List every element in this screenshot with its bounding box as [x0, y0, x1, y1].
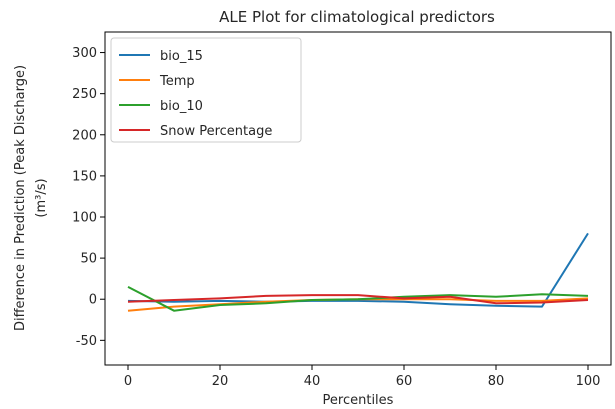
x-axis-label: Percentiles — [323, 393, 394, 408]
y-axis: -50 0 50 100 150 200 250 300 — [72, 46, 105, 349]
legend-label-bio-15: bio_15 — [160, 49, 203, 64]
plot-area — [104, 31, 612, 366]
legend-box — [110, 37, 302, 143]
y-tick-label: -50 — [76, 334, 97, 349]
series-line-snow-percentage — [127, 294, 589, 305]
y-tick-label: 250 — [72, 87, 97, 102]
legend-label-temp: Temp — [159, 74, 195, 89]
series-lines — [127, 232, 589, 312]
y-tick-label: 300 — [72, 46, 97, 61]
y-tick-label: 150 — [72, 169, 97, 184]
y-axis-label-unit: (m³/s) — [34, 178, 49, 217]
x-tick-label: 100 — [576, 374, 601, 389]
y-tick-label: 200 — [72, 128, 97, 143]
series-line-bio-10 — [127, 286, 589, 312]
series-line-bio-15 — [127, 232, 589, 308]
legend-label-bio-10: bio_10 — [160, 99, 203, 114]
y-tick-label: 100 — [72, 211, 97, 226]
y-tick-label: 0 — [89, 293, 97, 308]
x-tick-label: 20 — [212, 374, 229, 389]
legend-label-snow-percentage: Snow Percentage — [160, 124, 272, 139]
x-tick-label: 0 — [124, 374, 132, 389]
x-tick-label: 60 — [396, 374, 413, 389]
legend: bio_15 Temp bio_10 Snow Percentage — [110, 37, 302, 143]
x-axis: 0 20 40 60 80 100 — [124, 365, 601, 389]
plot-border — [104, 31, 612, 366]
chart-title: ALE Plot for climatological predictors — [219, 8, 495, 26]
x-tick-label: 80 — [488, 374, 505, 389]
y-tick-label: 50 — [80, 252, 97, 267]
x-tick-label: 40 — [304, 374, 321, 389]
y-axis-label: Difference in Prediction (Peak Discharge… — [13, 65, 28, 331]
